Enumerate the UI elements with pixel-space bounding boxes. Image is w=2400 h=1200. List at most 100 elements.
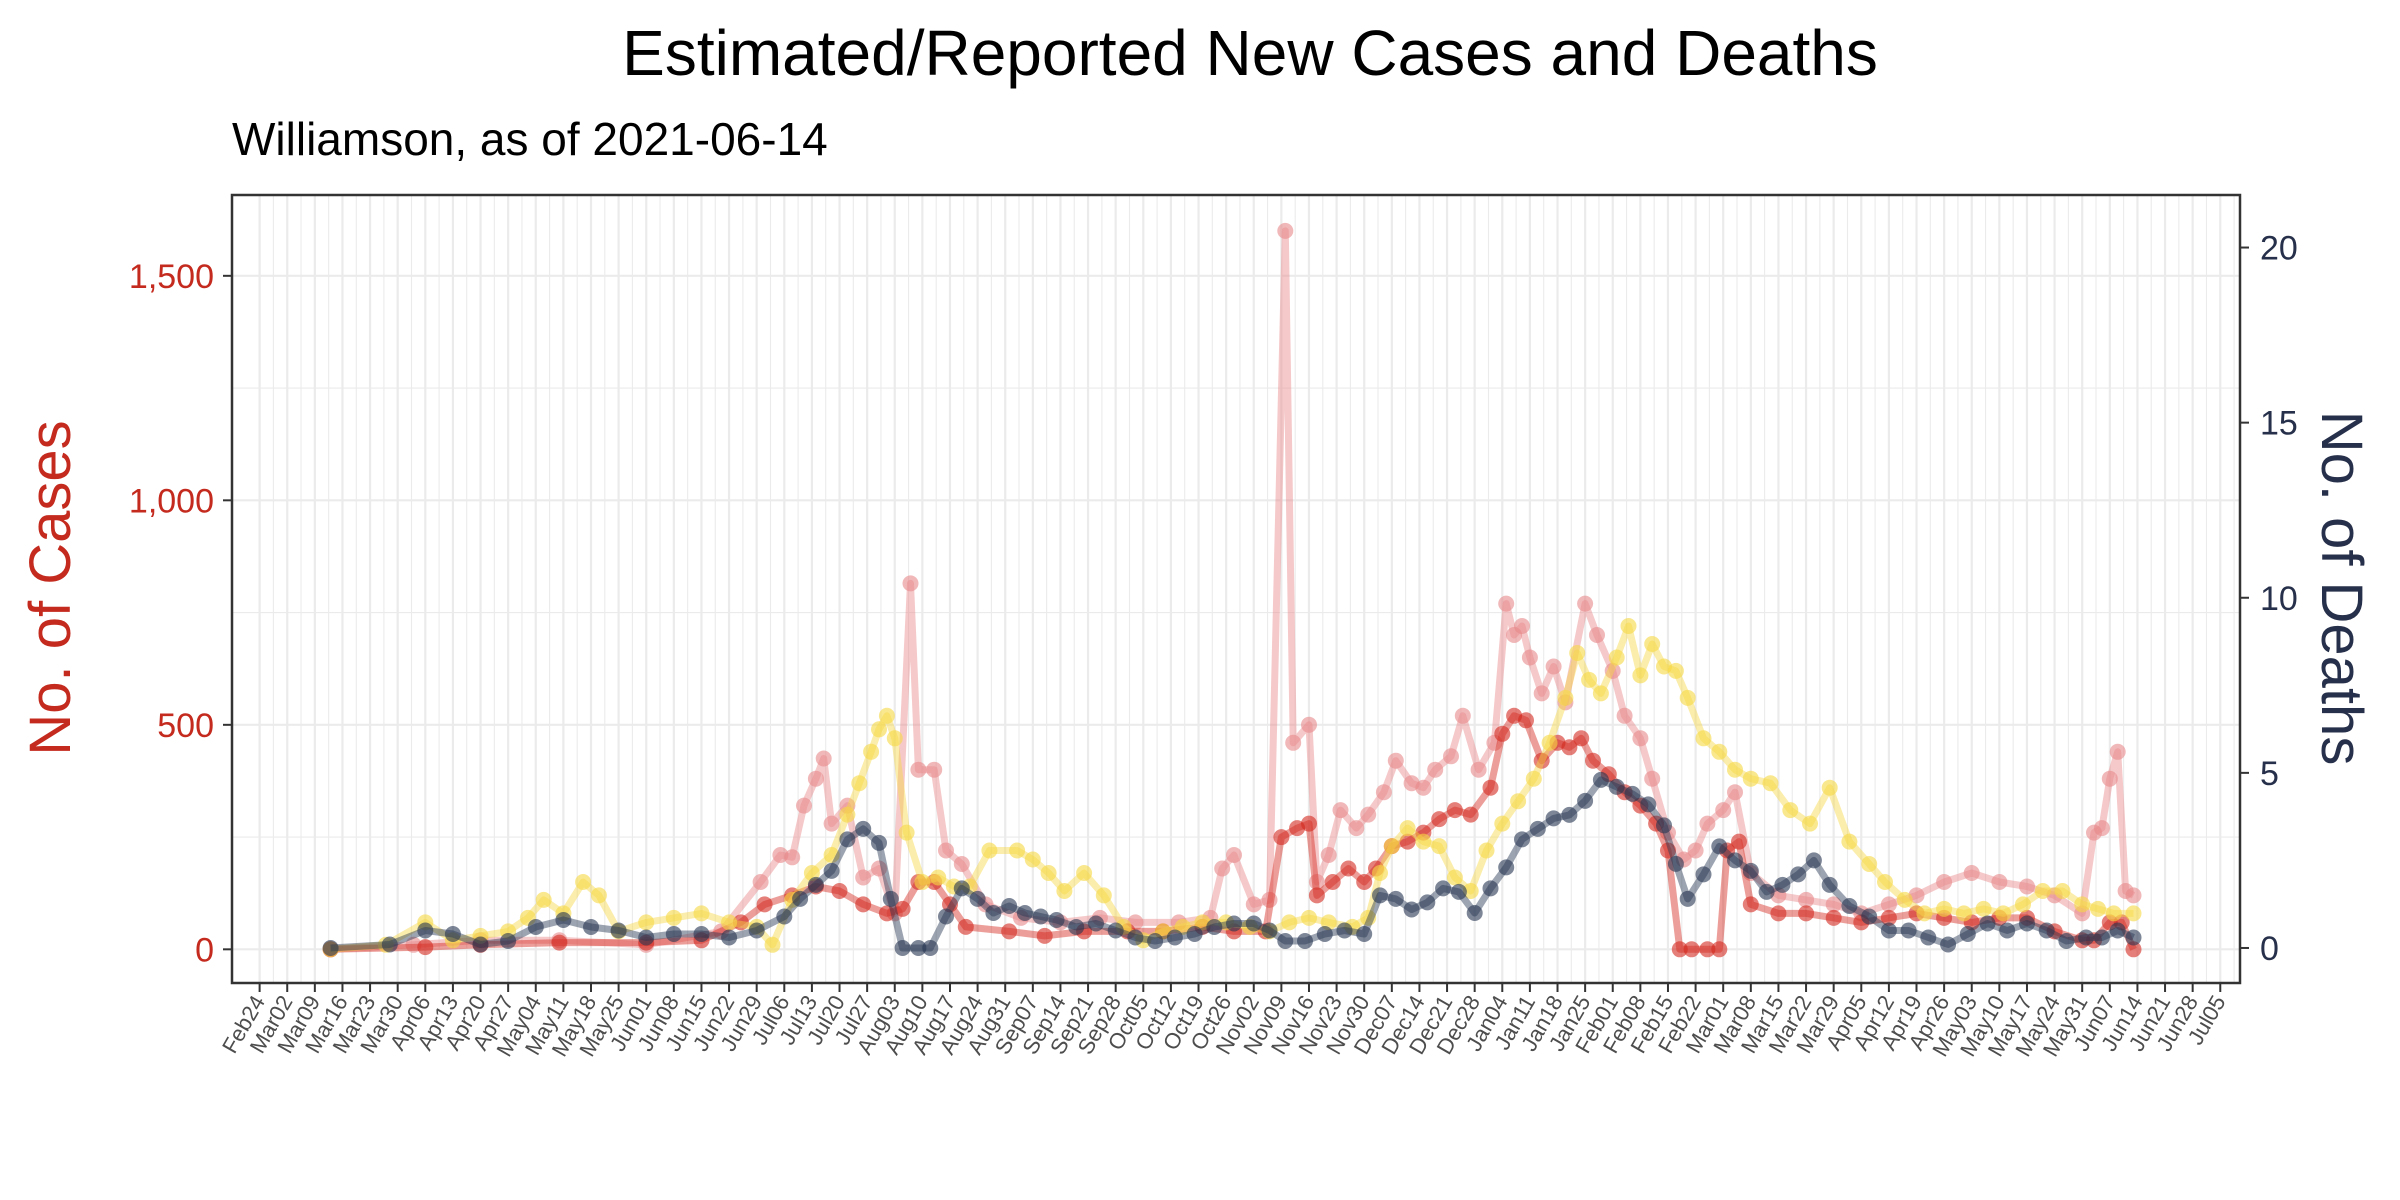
data-point bbox=[796, 797, 812, 814]
y-axis-right-label: No. of Deaths bbox=[2309, 411, 2374, 766]
data-point bbox=[1446, 869, 1463, 886]
data-point bbox=[1592, 771, 1609, 788]
data-point bbox=[1620, 618, 1637, 634]
data-point bbox=[882, 890, 899, 907]
data-point bbox=[1399, 833, 1416, 850]
data-point bbox=[1372, 887, 1388, 904]
data-point bbox=[590, 887, 607, 904]
data-point bbox=[1308, 874, 1325, 890]
data-point bbox=[1273, 829, 1290, 846]
data-point bbox=[1861, 856, 1878, 872]
data-point bbox=[500, 933, 517, 949]
data-point bbox=[1435, 880, 1452, 897]
data-point bbox=[2093, 929, 2110, 946]
data-point bbox=[1695, 866, 1712, 883]
data-point bbox=[839, 806, 856, 823]
data-point bbox=[721, 914, 738, 931]
data-point bbox=[1715, 802, 1732, 819]
data-point bbox=[1494, 815, 1511, 832]
data-point bbox=[1336, 922, 1353, 939]
data-point bbox=[1561, 739, 1578, 756]
data-point bbox=[1068, 919, 1085, 935]
data-point bbox=[756, 896, 773, 913]
data-point bbox=[1009, 842, 1026, 859]
data-point bbox=[2058, 933, 2075, 949]
data-point bbox=[1774, 876, 1791, 893]
data-point bbox=[1478, 842, 1495, 859]
data-point bbox=[871, 860, 887, 877]
data-point bbox=[527, 919, 544, 935]
data-point bbox=[1375, 784, 1392, 801]
data-point bbox=[930, 869, 947, 886]
left-axis: 0 500 1,000 1,500 bbox=[129, 258, 232, 969]
data-point bbox=[855, 869, 872, 886]
data-point bbox=[1076, 865, 1093, 881]
series-0 bbox=[322, 222, 2142, 958]
data-point bbox=[2125, 929, 2142, 946]
data-point bbox=[1521, 649, 1538, 666]
data-point bbox=[957, 918, 974, 935]
data-point bbox=[1356, 874, 1373, 890]
data-point bbox=[1608, 778, 1625, 795]
data-point bbox=[2125, 941, 2142, 958]
data-point bbox=[1525, 770, 1542, 787]
data-point bbox=[1545, 658, 1562, 675]
data-point bbox=[926, 761, 943, 778]
data-point bbox=[2019, 915, 2035, 932]
data-point bbox=[1245, 896, 1262, 913]
data-point bbox=[1226, 915, 1242, 932]
data-point bbox=[472, 936, 489, 953]
data-point bbox=[1308, 887, 1325, 904]
data-point bbox=[1147, 933, 1164, 949]
data-point bbox=[784, 849, 801, 866]
data-point bbox=[1640, 796, 1657, 813]
data-point bbox=[851, 775, 868, 792]
data-point bbox=[1742, 896, 1759, 913]
data-point bbox=[894, 900, 911, 917]
data-point bbox=[878, 905, 895, 922]
data-point bbox=[1443, 748, 1459, 765]
data-point bbox=[2054, 883, 2071, 899]
data-point bbox=[1880, 896, 1897, 913]
data-point bbox=[1900, 922, 1917, 939]
data-point bbox=[1324, 874, 1341, 890]
data-point bbox=[1277, 933, 1294, 949]
data-point bbox=[2078, 929, 2095, 946]
data-point bbox=[1936, 874, 1953, 890]
data-point bbox=[1356, 926, 1373, 942]
data-point bbox=[748, 922, 765, 939]
data-point bbox=[1711, 743, 1728, 760]
data-point bbox=[2090, 900, 2106, 917]
data-point bbox=[2105, 905, 2122, 922]
data-point bbox=[2038, 922, 2055, 939]
y-right-tick-label: 20 bbox=[2260, 230, 2298, 268]
data-point bbox=[417, 939, 434, 956]
data-point bbox=[1916, 905, 1933, 922]
data-point bbox=[1419, 894, 1436, 911]
right-axis: 0 5 10 15 20 bbox=[2240, 230, 2298, 968]
data-point bbox=[1936, 900, 1953, 917]
data-point bbox=[1383, 838, 1400, 855]
y-left-tick-label: 1,000 bbox=[129, 482, 214, 520]
data-point bbox=[1742, 770, 1759, 787]
data-point bbox=[1758, 883, 1775, 900]
data-point bbox=[764, 936, 781, 953]
data-point bbox=[1245, 915, 1262, 932]
data-point bbox=[444, 926, 461, 942]
data-point bbox=[1896, 891, 1913, 908]
data-point bbox=[831, 883, 848, 899]
y-axis-left-label: No. of Cases bbox=[18, 420, 83, 755]
data-point bbox=[1561, 806, 1578, 823]
data-point bbox=[1261, 891, 1278, 908]
data-point bbox=[969, 890, 986, 907]
data-point bbox=[1454, 707, 1471, 724]
data-point bbox=[1880, 909, 1897, 926]
data-point bbox=[1880, 922, 1897, 939]
data-point bbox=[1821, 876, 1838, 893]
data-point bbox=[2125, 887, 2142, 904]
data-point bbox=[1991, 874, 2008, 890]
data-point bbox=[1577, 792, 1594, 809]
data-point bbox=[922, 940, 939, 956]
data-point bbox=[1632, 730, 1649, 747]
data-point bbox=[1514, 831, 1530, 848]
